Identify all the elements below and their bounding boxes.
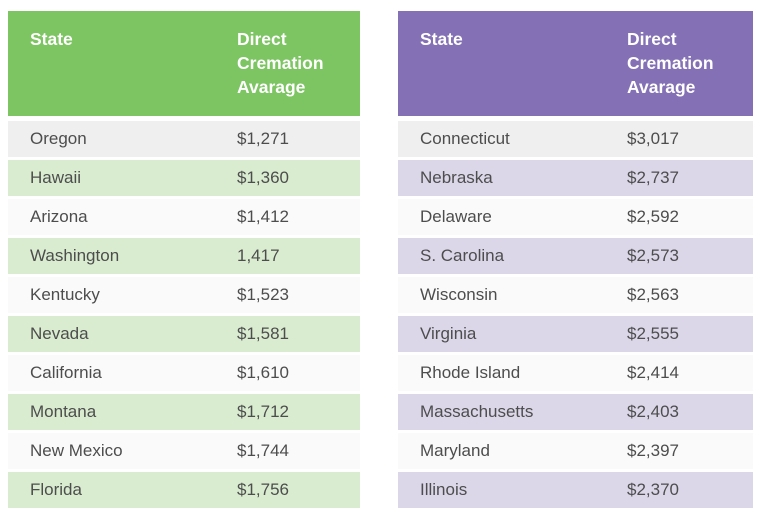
table-row: Delaware $2,592 (398, 199, 753, 235)
table-row: Montana $1,712 (8, 394, 360, 430)
cremation-average-table-green: State Direct Cremation Avarage Oregon $1… (8, 11, 360, 519)
state-cell: Montana (30, 402, 97, 421)
state-cell: New Mexico (30, 441, 123, 460)
table-row: New Mexico $1,744 (8, 433, 360, 469)
table-row: Washington 1,417 (8, 238, 360, 274)
state-cell: Florida (30, 480, 82, 499)
column-header-direct-cremation-average: Direct Cremation Avarage (627, 29, 714, 97)
value-cell: $2,573 (627, 246, 679, 265)
value-cell: $2,592 (627, 207, 679, 226)
value-cell: $1,412 (237, 207, 289, 226)
table-row: Arizona $1,412 (8, 199, 360, 235)
state-cell: Rhode Island (420, 363, 521, 382)
table-row: Florida $1,756 (8, 472, 360, 508)
state-cell: California (30, 363, 102, 382)
state-cell: Nevada (30, 324, 89, 343)
value-cell: $2,370 (627, 480, 679, 499)
table-row: Rhode Island $2,414 (398, 355, 753, 391)
state-cell: Wisconsin (420, 285, 498, 304)
state-cell: Virginia (420, 324, 477, 343)
table-row: Oregon $1,271 (8, 121, 360, 157)
state-cell: Arizona (30, 207, 88, 226)
state-cell: Oregon (30, 129, 87, 148)
table-row: Connecticut $3,017 (398, 121, 753, 157)
value-cell: $1,744 (237, 441, 289, 460)
value-cell: $2,555 (627, 324, 679, 343)
value-cell: $1,581 (237, 324, 289, 343)
state-cell: Delaware (420, 207, 492, 226)
state-cell: Maryland (420, 441, 490, 460)
state-cell: Washington (30, 246, 120, 265)
table-header-green: State Direct Cremation Avarage (8, 11, 360, 116)
column-header-state: State (30, 29, 73, 49)
table-row: Maryland $2,397 (398, 433, 753, 469)
table-header-purple: State Direct Cremation Avarage (398, 11, 753, 116)
value-cell: $1,756 (237, 480, 289, 499)
table-row: Nebraska $2,737 (398, 160, 753, 196)
state-cell: Connecticut (420, 129, 510, 148)
table-row: Wisconsin $2,563 (398, 277, 753, 313)
value-cell: $1,360 (237, 168, 289, 187)
table-row: Kentucky $1,523 (8, 277, 360, 313)
state-cell: Hawaii (30, 168, 82, 187)
value-cell: $2,737 (627, 168, 679, 187)
value-cell: $1,523 (237, 285, 289, 304)
state-cell: Nebraska (420, 168, 493, 187)
table-row: Massachusetts $2,403 (398, 394, 753, 430)
table-row: Nevada $1,581 (8, 316, 360, 352)
value-cell: $1,271 (237, 129, 289, 148)
value-cell: $1,610 (237, 363, 289, 382)
table-row: S. Carolina $2,573 (398, 238, 753, 274)
column-header-state: State (420, 29, 463, 49)
state-cell: Illinois (420, 480, 468, 499)
value-cell: $2,397 (627, 441, 679, 460)
table-row: California $1,610 (8, 355, 360, 391)
value-cell: $1,712 (237, 402, 289, 421)
cremation-average-table-purple: State Direct Cremation Avarage Connectic… (398, 11, 753, 519)
state-cell: Kentucky (30, 285, 100, 304)
table-row: Hawaii $1,360 (8, 160, 360, 196)
value-cell: 1,417 (237, 246, 280, 265)
value-cell: $2,414 (627, 363, 679, 382)
column-header-direct-cremation-average: Direct Cremation Avarage (237, 29, 324, 97)
state-cell: Massachusetts (420, 402, 534, 421)
value-cell: $2,563 (627, 285, 679, 304)
table-row: Illinois $2,370 (398, 472, 753, 508)
state-cell: S. Carolina (420, 246, 505, 265)
value-cell: $2,403 (627, 402, 679, 421)
value-cell: $3,017 (627, 129, 679, 148)
table-row: Virginia $2,555 (398, 316, 753, 352)
